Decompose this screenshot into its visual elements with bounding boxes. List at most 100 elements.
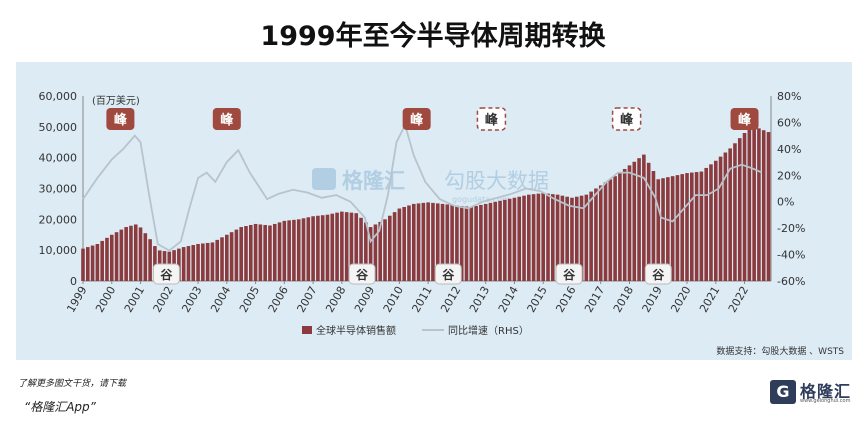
sales-bar	[177, 248, 181, 281]
x-tick-label: 2003	[179, 284, 204, 315]
sales-bar	[709, 164, 713, 281]
sales-bar	[531, 194, 536, 281]
sales-bar	[239, 227, 243, 281]
sales-bar	[181, 247, 186, 281]
sales-bar	[201, 243, 205, 281]
sales-bar	[637, 158, 641, 281]
x-tick-label: 2016	[553, 284, 578, 315]
x-tick-label: 2002	[151, 284, 176, 315]
sales-bar	[90, 245, 95, 281]
sales-bar	[282, 220, 287, 281]
x-tick-label: 2018	[611, 284, 636, 315]
sales-bar	[244, 226, 248, 281]
legend-label-growth: 同比增速（RHS）	[448, 324, 529, 337]
peak-label: 峰	[220, 112, 234, 128]
sales-bar	[340, 211, 344, 281]
trough-marker	[644, 263, 672, 285]
source-note: 数据支持：勾股大数据 、WSTS	[716, 345, 844, 357]
sales-bar	[737, 138, 742, 281]
sales-bar	[474, 205, 478, 281]
sales-bar	[507, 198, 512, 281]
chart-panel: 格隆汇 勾股大数据 gogudata.com 60,000 50,000 40,000 30…	[16, 62, 852, 360]
sales-bar	[268, 225, 272, 281]
sales-bar	[459, 205, 464, 281]
y-right-tick-label: -60%	[777, 275, 805, 288]
sales-bar	[450, 204, 454, 281]
sales-bar	[733, 143, 737, 281]
sales-bar	[622, 168, 627, 281]
logo-name: 格隆汇	[800, 382, 852, 401]
sales-bar	[503, 199, 507, 281]
y-right-tick-label: 80%	[777, 90, 801, 103]
legend-swatch-sales	[302, 326, 312, 334]
sales-bar	[555, 194, 560, 281]
x-tick-label: 2010	[381, 284, 406, 315]
sales-bar	[411, 203, 416, 281]
y-left-tick-label: 20,000	[39, 213, 78, 226]
logo-icon: G	[770, 380, 796, 404]
sales-bar	[656, 179, 661, 281]
sales-bar	[723, 152, 728, 281]
sales-bar	[133, 224, 138, 281]
trough-marker	[434, 263, 462, 285]
sales-bar	[421, 202, 426, 281]
sales-bar	[320, 215, 325, 281]
sales-bar	[119, 229, 124, 281]
sales-bar	[330, 213, 335, 281]
sales-bar	[349, 212, 354, 281]
y-left-unit: (百万美元)	[92, 94, 140, 107]
x-tick-label: 2014	[496, 284, 521, 315]
sales-bar	[229, 232, 234, 281]
y-right-tick-label: -40%	[777, 249, 805, 262]
sales-bar	[368, 227, 373, 281]
sales-bar	[680, 174, 685, 281]
x-tick-label: 2017	[582, 284, 607, 315]
sales-bar	[306, 217, 311, 281]
sales-bar	[359, 217, 363, 281]
sales-bar	[488, 202, 493, 281]
sales-bar	[124, 227, 128, 281]
sales-bar	[416, 203, 421, 281]
sales-bar	[220, 237, 224, 281]
x-tick-label: 2015	[525, 284, 550, 315]
sales-bar	[550, 194, 555, 281]
peak-marker	[212, 108, 241, 130]
sales-bar	[100, 240, 104, 281]
x-tick-label: 2001	[122, 284, 147, 315]
sales-bar	[570, 197, 574, 281]
y-left-tick-label: 50,000	[39, 121, 78, 134]
y-right-tick-label: -20%	[777, 222, 805, 235]
trough-label: 谷	[563, 267, 576, 282]
trough-label: 谷	[442, 267, 455, 282]
sales-bar	[325, 214, 330, 281]
sales-bar	[766, 132, 771, 281]
sales-bar	[752, 127, 756, 282]
sales-bar	[301, 218, 306, 281]
sales-bar	[316, 215, 320, 281]
peak-marker	[611, 107, 642, 131]
sales-bar	[479, 204, 483, 281]
sales-bar	[397, 208, 402, 281]
sales-bar	[646, 162, 651, 281]
legend-label-sales: 全球半导体销售额	[316, 324, 396, 337]
x-tick-label: 2019	[640, 284, 665, 315]
sales-bar	[402, 207, 406, 281]
sales-bar	[196, 244, 200, 281]
sales-bar	[675, 175, 680, 281]
x-tick-label: 2022	[726, 284, 751, 315]
peak-label: 峰	[114, 112, 128, 128]
sales-bar	[694, 172, 699, 281]
sales-bar	[364, 222, 368, 281]
sales-bar	[651, 171, 656, 281]
peak-marker	[730, 108, 759, 130]
sales-bar	[354, 213, 359, 281]
sales-bar	[512, 197, 517, 281]
sales-bar	[129, 225, 133, 281]
sales-bar	[445, 204, 450, 281]
sales-bar	[215, 239, 220, 281]
sales-bar	[536, 193, 541, 281]
y-right-tick-label: 20%	[777, 169, 801, 182]
sales-bar	[388, 215, 392, 281]
sales-bar	[483, 203, 488, 281]
peak-label: 峰	[738, 112, 752, 128]
